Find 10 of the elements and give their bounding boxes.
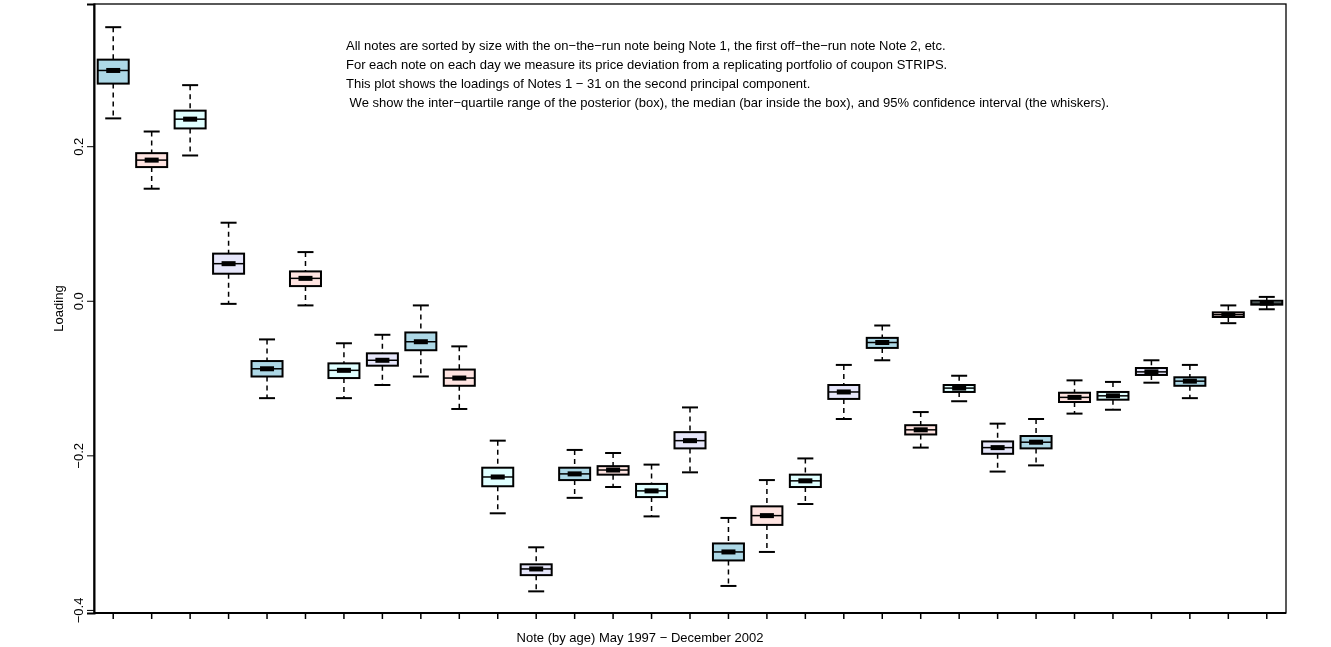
y-axis-title: Loading [51, 285, 66, 332]
annotation: This plot shows the loadings of Notes 1 − 31 on the second principal component. [346, 76, 811, 91]
annotation: We show the inter−quartile range of the posterior (box), the median (bar inside the box), and 95% confidence interval (the whiskers). [346, 95, 1110, 110]
y-tick-label: −0.4 [71, 597, 86, 624]
y-tick-label: −0.2 [71, 443, 86, 469]
y-tick-label: 0.0 [71, 292, 86, 311]
annotation: All notes are sorted by size with the on−the−run note being Note 1, the first off−the−run note Note 2, etc. [346, 38, 946, 53]
x-axis-title: Note (by age) May 1997 − December 2002 [516, 630, 764, 645]
y-tick-label: 0.2 [71, 137, 86, 156]
annotation: For each note on each day we measure its price deviation from a replicating portfolio of coupon STRIPS. [346, 57, 948, 72]
